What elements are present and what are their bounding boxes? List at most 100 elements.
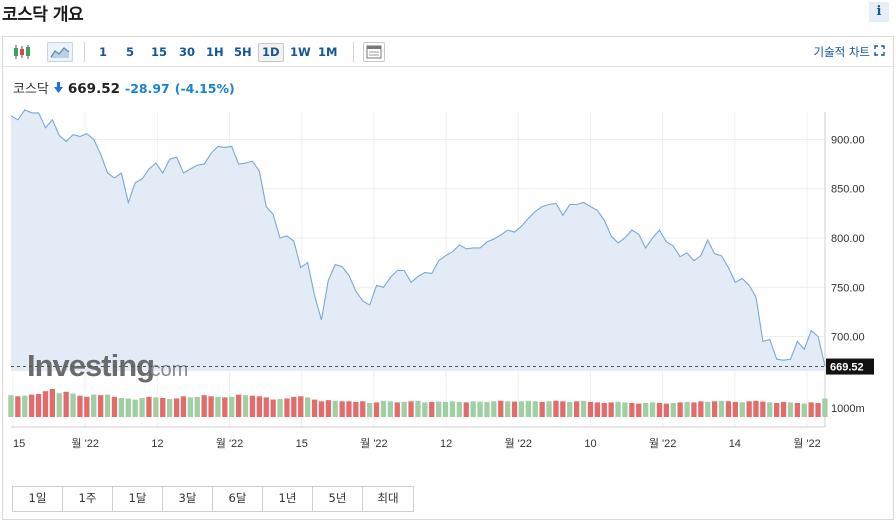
volume-bar [408,401,414,417]
interval-1[interactable]: 1 [99,45,108,59]
candlestick-icon[interactable] [11,42,33,62]
volume-bar [774,403,780,417]
volume-bar [436,401,442,417]
volume-bar [808,402,814,417]
volume-bar [649,402,656,417]
volume-bar [470,401,476,417]
info-button[interactable]: i [869,2,889,22]
volume-bar [601,403,607,417]
volume-bar [15,396,21,417]
volume-bar [746,401,752,417]
x-tick-label: 월 '22 [649,437,677,450]
volume-bar [629,403,635,417]
volume-bar [380,400,387,417]
volume-bar [367,403,373,417]
volume-bar [643,403,649,417]
volume-bar [594,402,600,417]
volume-bar [622,402,628,417]
volume-bar [139,398,145,417]
volume-bar [35,394,42,417]
range-1y[interactable]: 1년 [263,487,313,511]
down-arrow-icon [53,82,63,96]
volume-bar [222,397,228,417]
range-max[interactable]: 최대 [363,487,413,511]
index-name: 코스닥 [13,82,49,97]
toolbar-divider [353,42,354,62]
area-chart-icon[interactable] [47,42,73,62]
volume-bar [498,400,504,417]
tech-chart-link[interactable]: 기술적 차트 [813,44,885,60]
indicator-panel-icon[interactable] [363,42,385,62]
volume-bar [456,401,462,417]
interval-1m[interactable]: 1M [318,45,338,59]
interval-5[interactable]: 5 [126,45,135,59]
volume-bar [387,401,393,417]
volume-bar [98,395,104,417]
volume-bar [505,401,511,417]
tech-chart-label: 기술적 차트 [813,45,870,59]
price-area-fill [11,109,825,372]
volume-bar [42,391,49,417]
volume-bar [422,402,428,417]
volume-bar [670,403,676,417]
volume-bar [91,394,97,417]
volume-bar [215,396,221,417]
volume-bar [567,401,573,417]
range-1w[interactable]: 1주 [63,487,113,511]
interval-15[interactable]: 15 [151,45,168,59]
interval-1h[interactable]: 1H [206,45,224,59]
range-1d[interactable]: 1일 [13,487,63,511]
volume-bar [339,401,345,417]
volume-bar [539,401,545,417]
volume-bar [305,397,311,417]
price-change: -28.97 [125,81,170,96]
volume-bar [767,402,773,417]
range-3m[interactable]: 3달 [163,487,213,511]
volume-bar [574,401,580,417]
volume-bar [484,401,490,417]
volume-bar [491,401,497,417]
range-1m[interactable]: 1달 [113,487,163,511]
volume-bar [160,398,166,417]
y-tick-label: 850.00 [831,184,865,196]
interval-30[interactable]: 30 [179,45,196,59]
volume-bar [656,403,663,417]
volume-bar [525,400,531,417]
volume-bar [705,401,711,417]
x-tick-label: 월 '22 [793,437,821,450]
x-tick-label: 12 [440,438,452,450]
volume-bar [284,398,290,417]
volume-bars [8,389,828,417]
expand-icon [874,45,885,59]
volume-bar [360,401,366,417]
interval-1d[interactable]: 1D [258,43,284,62]
interval-1w[interactable]: 1W [290,45,311,59]
watermark-brand: Investing [27,348,154,383]
volume-bar [518,401,525,417]
last-price: 669.52 [67,81,120,97]
price-line [10,109,826,367]
y-tick-label: 800.00 [831,233,865,245]
last-price-box [826,358,874,375]
x-tick-label: 월 '22 [360,437,388,450]
volume-bar [298,396,304,417]
last-price-label: 669.52 [830,362,864,374]
volume-bar [394,402,400,417]
volume-bar [8,395,14,417]
investing-watermark: Investing .com [27,348,188,383]
volume-bar [180,396,187,417]
volume-bar [229,396,235,417]
price-chart[interactable]: Investing .com 900.00 850.00 800.00 750.00 7… [3,37,893,477]
volume-bar [49,389,55,417]
range-6m[interactable]: 6달 [213,487,263,511]
watermark-suffix: .com [145,359,188,381]
volume-tick-label: 1000m [831,403,865,415]
volume-bar [615,401,621,417]
range-5y[interactable]: 5년 [313,487,363,511]
volume-bar [153,397,159,417]
volume-bar [242,395,249,417]
volume-bar [511,401,518,417]
volume-bar [532,401,538,417]
interval-5h[interactable]: 5H [234,45,252,59]
y-tick-label: 700.00 [831,332,865,344]
